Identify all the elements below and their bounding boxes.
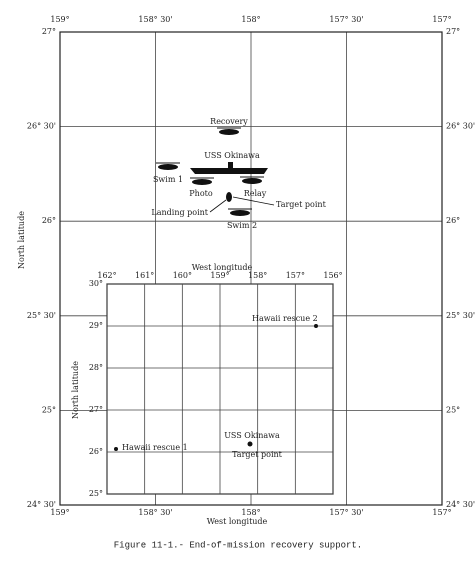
y-axis-title: North latitude [17, 211, 26, 269]
x-tick-label: 158° [241, 15, 260, 24]
annotation: Hawaii rescue 2 [252, 314, 318, 323]
annotation: Target point [276, 200, 327, 209]
inset-y-tick-label: 29° [89, 321, 103, 330]
y-tick-label: 25° 30' [27, 311, 56, 320]
x-tick-label: 157° 30' [329, 15, 363, 24]
y-tick-label: 26° 30' [446, 122, 475, 131]
annotation: Swim 1 [153, 175, 183, 184]
inset-x-tick-label: 159° [210, 271, 229, 280]
x-tick-label: 158° 30' [138, 508, 172, 517]
y-tick-label: 24° 30' [446, 500, 475, 509]
annotation: USS Okinawa [224, 431, 280, 440]
inset-y-tick-label: 28° [89, 363, 103, 372]
inset-y-tick-label: 26° [89, 447, 103, 456]
inset-title: West longitude [192, 263, 253, 272]
annotation: Relay [244, 189, 267, 198]
inset-x-tick-label: 156° [323, 271, 342, 280]
x-tick-label: 157° [432, 15, 451, 24]
x-axis-title: West longitude [207, 517, 268, 526]
inset-x-tick-label: 157° [286, 271, 305, 280]
inset-x-tick-label: 161° [135, 271, 154, 280]
y-tick-label: 26° 30' [27, 122, 56, 131]
x-tick-label: 157° [432, 508, 451, 517]
caption: Figure 11-1.- End-of-mission recovery su… [114, 540, 362, 550]
x-tick-label: 158° 30' [138, 15, 172, 24]
y-tick-label: 25° [446, 405, 460, 414]
x-tick-label: 159° [50, 15, 69, 24]
y-tick-label: 26° [446, 216, 460, 225]
annotation: Recovery [210, 117, 248, 126]
annotation: Target point [232, 450, 283, 459]
annotation: USS Okinawa [204, 151, 260, 160]
y-tick-label: 25° [42, 405, 56, 414]
inset-y-tick-label: 27° [89, 405, 103, 414]
x-tick-label: 159° [50, 508, 69, 517]
annotation: Landing point [151, 208, 208, 217]
x-tick-label: 157° 30' [329, 508, 363, 517]
y-tick-label: 27° [42, 27, 56, 36]
y-tick-label: 27° [446, 27, 460, 36]
y-tick-label: 26° [42, 216, 56, 225]
y-tick-label: 25° 30' [446, 311, 475, 320]
y-tick-label: 24° 30' [27, 500, 56, 509]
inset-x-tick-label: 158° [248, 271, 267, 280]
inset-y-tick-label: 30° [89, 279, 103, 288]
annotation: Photo [189, 189, 213, 198]
inset-y-title: North latitude [71, 361, 80, 419]
inset-x-tick-label: 160° [173, 271, 192, 280]
annotation: Hawaii rescue 1 [122, 443, 188, 452]
inset-y-tick-label: 25° [89, 489, 103, 498]
outer-frame [59, 31, 443, 506]
annotation: Swim 2 [227, 221, 257, 230]
x-tick-label: 158° [241, 508, 260, 517]
inset-x-tick-label: 162° [97, 271, 116, 280]
inset-grid [106, 283, 334, 495]
icons [114, 127, 318, 451]
